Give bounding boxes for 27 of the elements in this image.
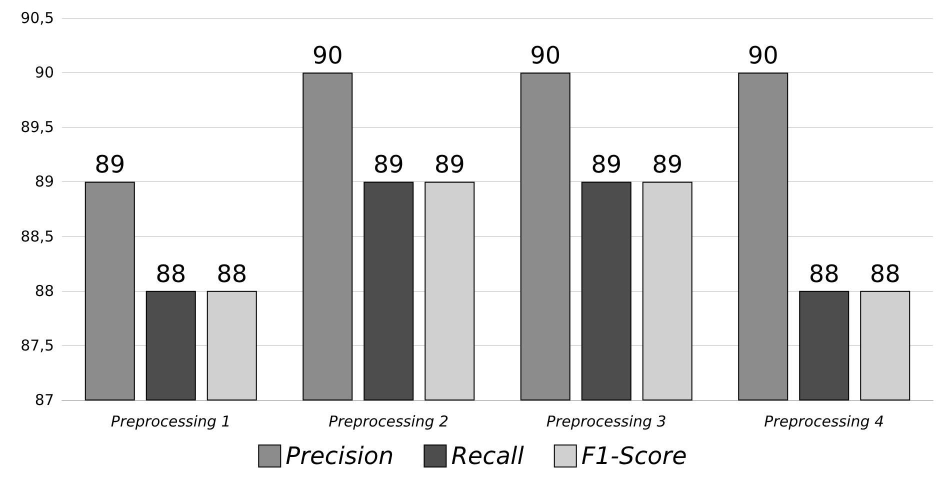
y-tick-label: 90 [34,64,54,82]
data-label: 88 [156,260,186,288]
data-label: 90 [748,42,778,70]
legend-label: Recall [451,442,524,470]
x-tick-label: Preprocessing 1 [110,412,231,430]
x-tick-label: Preprocessing 2 [328,412,449,430]
data-label: 89 [591,150,622,179]
data-label: 90 [312,42,343,70]
data-label: 89 [434,150,465,179]
data-label: 89 [652,150,683,179]
y-tick-label: 87 [34,391,54,409]
data-label: 88 [216,260,248,288]
y-tick-label: 89,5 [20,118,54,136]
y-tick-label: 89 [34,172,54,191]
legend-label: F1-Score [581,442,687,470]
x-tick-label: Preprocessing 4 [764,412,884,430]
data-label: 89 [94,150,126,179]
y-tick-label: 88 [34,282,54,300]
x-tick-label: Preprocessing 3 [546,412,666,430]
data-label: 89 [373,150,404,179]
legend-label: Precision [286,442,394,470]
y-tick-label: 87,5 [20,336,54,354]
data-label: 90 [530,42,561,70]
y-tick-label: 88,5 [20,227,54,246]
y-tick-label: 90,5 [20,9,54,27]
data-label: 88 [808,260,840,288]
data-label: 88 [870,260,900,288]
